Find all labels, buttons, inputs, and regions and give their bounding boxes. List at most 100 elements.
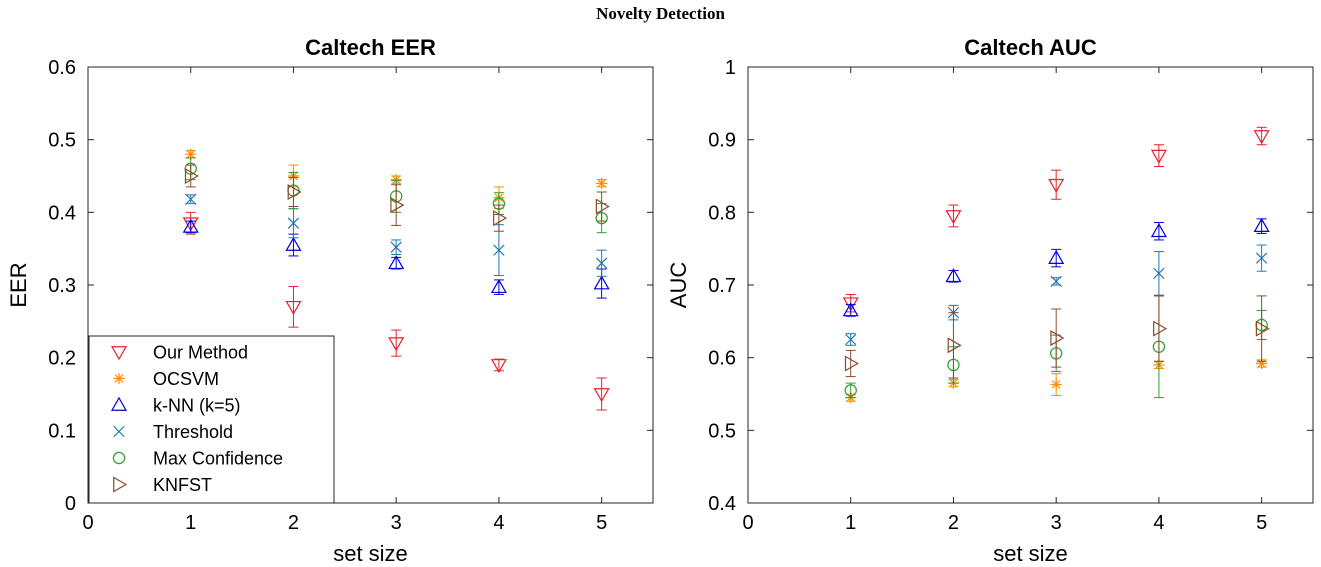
x-tick-label: 5 bbox=[1256, 512, 1267, 534]
legend-box bbox=[88, 335, 335, 504]
y-axis-label: AUC bbox=[666, 262, 691, 309]
plot-area bbox=[747, 66, 1314, 504]
marker-triangle-up bbox=[388, 254, 405, 270]
legend: Our Method OCSVM k-NN (k=5) Threshold Max Co… bbox=[88, 335, 335, 504]
marker-triangle-up bbox=[110, 396, 128, 411]
marker-triangle-right bbox=[390, 197, 405, 214]
figure-title: Novelty Detection bbox=[596, 4, 725, 23]
series bbox=[184, 164, 610, 232]
marker-triangle-up bbox=[285, 236, 302, 251]
marker-triangle-right bbox=[287, 183, 302, 201]
series bbox=[844, 295, 1270, 379]
x-tick-label: 4 bbox=[493, 512, 504, 534]
x-tick-label: 3 bbox=[391, 512, 402, 534]
marker-triangle-right bbox=[184, 167, 199, 185]
series bbox=[182, 218, 610, 299]
x-tick-label: 1 bbox=[185, 512, 196, 534]
x-tick-label: 2 bbox=[288, 512, 299, 534]
y-tick-label: 0.6 bbox=[48, 57, 76, 79]
marker-triangle-down bbox=[182, 217, 199, 232]
marker-triangle-up bbox=[945, 268, 962, 283]
marker-x bbox=[390, 241, 402, 253]
series bbox=[185, 193, 608, 277]
x-tick-label: 1 bbox=[845, 512, 856, 534]
y-tick-label: 0.4 bbox=[48, 202, 76, 224]
marker-x bbox=[1255, 252, 1268, 264]
marker-x bbox=[845, 333, 857, 346]
chart-title: Caltech EER bbox=[305, 35, 436, 60]
marker-triangle-right bbox=[844, 355, 859, 372]
x-tick-label: 5 bbox=[596, 512, 607, 534]
marker-asterisk bbox=[1256, 357, 1268, 370]
legend-label: k-NN (k=5) bbox=[153, 396, 241, 416]
x-tick-label: 0 bbox=[742, 512, 753, 534]
marker-triangle-up bbox=[593, 275, 610, 290]
legend-label: Our Method bbox=[153, 343, 248, 363]
series bbox=[182, 211, 610, 411]
marker-triangle-right bbox=[595, 198, 610, 215]
auc-chart: 0 1 2 3 4 5 0.4 0.5 0.6 0.7 0.8 0.9 1 Caltech AUC set … bbox=[666, 35, 1314, 566]
x-tick-label: 0 bbox=[82, 512, 93, 534]
marker-triangle-right bbox=[1255, 320, 1270, 337]
eer-chart: 0 1 2 3 4 5 0 0.1 0.2 0.3 0.4 0.5 0.6 Caltech EER set … bbox=[6, 35, 654, 566]
marker-x bbox=[113, 425, 125, 438]
marker-triangle-up bbox=[1150, 223, 1167, 238]
y-tick-label: 1 bbox=[725, 57, 736, 79]
legend-label: OCSVM bbox=[153, 369, 219, 389]
y-tick-label: 0.4 bbox=[708, 493, 736, 515]
marker-asterisk bbox=[1050, 378, 1062, 391]
x-axis-label: set size bbox=[993, 541, 1068, 566]
y-tick-label: 0.3 bbox=[48, 275, 76, 297]
marker-triangle-down bbox=[285, 300, 302, 316]
marker-triangle-right bbox=[947, 337, 962, 354]
y-tick-label: 0.1 bbox=[48, 420, 76, 442]
legend-label: Threshold bbox=[153, 422, 233, 442]
marker-x bbox=[1050, 275, 1062, 288]
x-tick-label: 4 bbox=[1153, 512, 1164, 534]
marker-circle bbox=[112, 451, 126, 465]
marker-x bbox=[493, 244, 505, 256]
marker-asterisk bbox=[113, 372, 125, 385]
y-tick-label: 0.2 bbox=[48, 348, 76, 370]
y-axis-label: EER bbox=[6, 262, 31, 307]
marker-triangle-down bbox=[1048, 178, 1065, 193]
marker-x bbox=[287, 217, 300, 229]
x-axis-label: set size bbox=[333, 541, 408, 566]
marker-triangle-right bbox=[1050, 330, 1065, 347]
legend-label: Max Confidence bbox=[153, 449, 283, 469]
marker-asterisk bbox=[185, 148, 197, 160]
marker-triangle-down bbox=[1150, 149, 1167, 164]
marker-x bbox=[595, 257, 608, 269]
y-tick-label: 0.5 bbox=[48, 130, 76, 152]
series bbox=[845, 244, 1268, 346]
marker-triangle-down bbox=[945, 210, 962, 225]
y-tick-label: 0.5 bbox=[708, 420, 736, 442]
marker-triangle-up bbox=[1048, 249, 1065, 264]
y-tick-label: 0.8 bbox=[708, 202, 736, 224]
marker-asterisk bbox=[390, 174, 402, 186]
marker-triangle-right bbox=[493, 210, 508, 227]
legend-label: KNFST bbox=[153, 475, 212, 495]
x-tick-label: 2 bbox=[948, 512, 959, 534]
marker-triangle-right bbox=[113, 476, 128, 493]
marker-asterisk bbox=[596, 177, 608, 189]
x-tick-label: 3 bbox=[1051, 512, 1062, 534]
marker-triangle-down bbox=[110, 346, 128, 361]
marker-triangle-down bbox=[593, 388, 610, 403]
marker-triangle-up bbox=[842, 302, 859, 317]
marker-triangle-up bbox=[182, 218, 199, 233]
y-tick-label: 0.6 bbox=[708, 348, 736, 370]
chart-title: Caltech AUC bbox=[964, 35, 1097, 60]
y-tick-label: 0 bbox=[65, 493, 76, 515]
marker-triangle-up bbox=[1253, 217, 1270, 232]
marker-triangle-down bbox=[842, 297, 859, 312]
marker-x bbox=[185, 193, 197, 205]
y-tick-label: 0.9 bbox=[708, 130, 736, 152]
marker-triangle-down bbox=[388, 337, 405, 352]
series bbox=[842, 126, 1270, 313]
marker-triangle-down bbox=[490, 359, 507, 374]
series bbox=[842, 217, 1270, 317]
marker-triangle-up bbox=[490, 278, 507, 294]
marker-x bbox=[1153, 267, 1165, 280]
